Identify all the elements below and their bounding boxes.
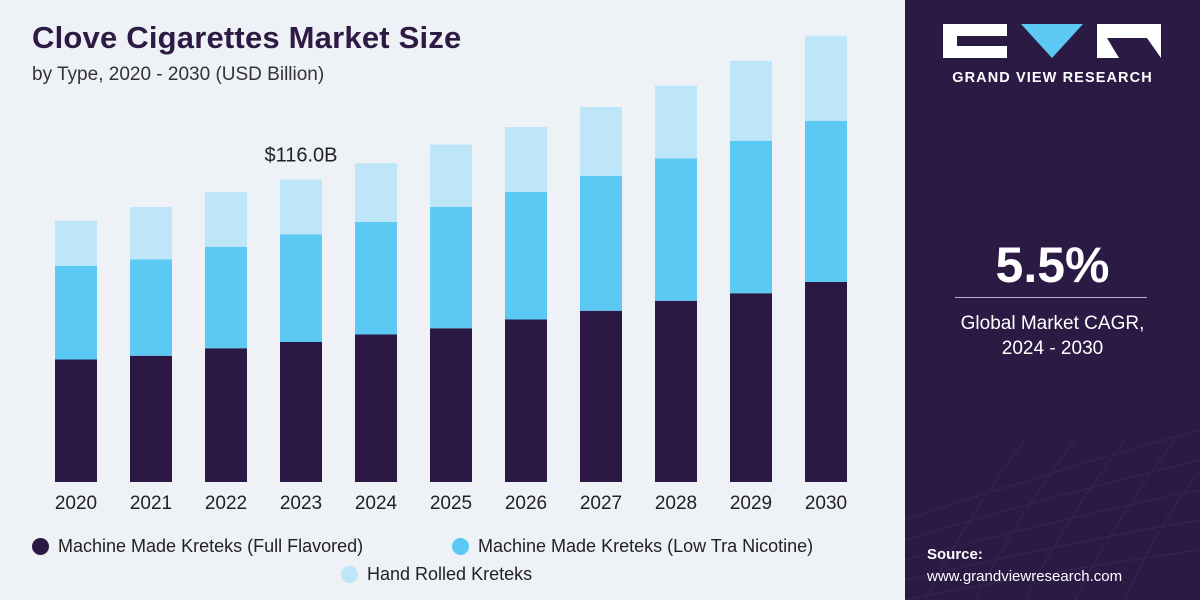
bar-2028-series-1 bbox=[655, 158, 697, 301]
bar-2030-series-0 bbox=[805, 282, 847, 482]
bar-2027-series-0 bbox=[580, 310, 622, 482]
legend-item-hand-rolled: Hand Rolled Kreteks bbox=[341, 564, 532, 585]
bar-2021-series-2 bbox=[130, 207, 172, 260]
source-url: www.grandviewresearch.com bbox=[927, 568, 1123, 585]
bar-2030-series-2 bbox=[805, 35, 847, 121]
bar-2029-series-1 bbox=[730, 140, 772, 294]
chart-subtitle: by Type, 2020 - 2030 (USD Billion) bbox=[32, 64, 325, 85]
bar-2026-series-1 bbox=[505, 192, 547, 320]
bar-2023-series-1 bbox=[280, 234, 322, 342]
legend-item-full-flavored: Machine Made Kreteks (Full Flavored) bbox=[32, 536, 363, 557]
bar-2022-series-0 bbox=[205, 348, 247, 482]
bar-2020-series-0 bbox=[55, 359, 97, 482]
bar-2023-series-2 bbox=[280, 179, 322, 235]
x-tick-label-2028: 2028 bbox=[655, 493, 697, 514]
x-tick-label-2025: 2025 bbox=[430, 493, 472, 514]
bar-2027-series-2 bbox=[580, 107, 622, 176]
cagr-value: 5.5% bbox=[995, 237, 1110, 293]
legend-swatch-hand-rolled bbox=[341, 566, 358, 583]
bar-2030-series-1 bbox=[805, 120, 847, 282]
legend-swatch-full-flavored bbox=[32, 538, 49, 555]
x-tick-label-2021: 2021 bbox=[130, 493, 172, 514]
bar-2023-series-0 bbox=[280, 342, 322, 482]
x-tick-label-2029: 2029 bbox=[730, 493, 772, 514]
bar-2024-series-2 bbox=[355, 163, 397, 222]
bar-2024-series-0 bbox=[355, 334, 397, 482]
bar-2020-series-2 bbox=[55, 220, 97, 266]
data-label-2023: $116.0B bbox=[264, 145, 337, 167]
x-tick-label-2030: 2030 bbox=[805, 493, 847, 514]
bar-2021-series-0 bbox=[130, 355, 172, 482]
bar-2029-series-2 bbox=[730, 60, 772, 141]
bar-2028-series-2 bbox=[655, 85, 697, 159]
bar-2025-series-2 bbox=[430, 144, 472, 207]
cagr-divider bbox=[955, 297, 1147, 298]
cagr-label-line2: 2024 - 2030 bbox=[1001, 338, 1104, 359]
bar-2025-series-1 bbox=[430, 207, 472, 329]
legend-label-full-flavored: Machine Made Kreteks (Full Flavored) bbox=[58, 536, 364, 556]
bar-2020-series-1 bbox=[55, 265, 97, 360]
grand-view-research-logo bbox=[943, 24, 1161, 58]
decorative-grid-pattern bbox=[905, 429, 1200, 600]
x-tick-label-2026: 2026 bbox=[505, 493, 547, 514]
x-tick-label-2022: 2022 bbox=[205, 493, 247, 514]
legend-item-low-tar-nicotine: Machine Made Kreteks (Low Tra Nicotine) bbox=[452, 536, 813, 557]
chart-panel: Clove Cigarettes Market Size by Type, 20… bbox=[32, 20, 848, 585]
x-tick-label-2024: 2024 bbox=[355, 493, 398, 514]
legend-swatch-low-tar-nicotine bbox=[452, 538, 469, 555]
brand-name: GRAND VIEW RESEARCH bbox=[952, 70, 1153, 86]
cagr-label: Global Market CAGR, 2024 - 2030 bbox=[905, 311, 1200, 361]
bar-2026-series-2 bbox=[505, 127, 547, 192]
source-label: Source: bbox=[927, 546, 983, 563]
bar-2024-series-1 bbox=[355, 222, 397, 335]
bar-2022-series-2 bbox=[205, 192, 247, 247]
x-tick-label-2027: 2027 bbox=[580, 493, 622, 514]
bar-2025-series-0 bbox=[430, 328, 472, 482]
chart-title: Clove Cigarettes Market Size bbox=[32, 20, 462, 55]
bar-2026-series-0 bbox=[505, 319, 547, 482]
bar-2028-series-0 bbox=[655, 300, 697, 482]
bar-2021-series-1 bbox=[130, 259, 172, 356]
bar-2029-series-0 bbox=[730, 293, 772, 482]
stacked-bar-chart: 2020 2021 2022 2023 $116.0B 2024 2025 2026 2027 2… bbox=[55, 35, 847, 514]
cagr-label-line1: Global Market CAGR, bbox=[960, 313, 1145, 334]
bar-2022-series-1 bbox=[205, 247, 247, 349]
x-tick-label-2020: 2020 bbox=[55, 493, 97, 514]
bar-2027-series-1 bbox=[580, 175, 622, 311]
legend-label-hand-rolled: Hand Rolled Kreteks bbox=[367, 564, 533, 584]
legend-label-low-tar-nicotine: Machine Made Kreteks (Low Tra Nicotine) bbox=[478, 536, 814, 556]
side-panel: GRAND VIEW RESEARCH 5.5% Global Market C… bbox=[905, 0, 1200, 600]
x-tick-label-2023: 2023 bbox=[280, 493, 322, 514]
